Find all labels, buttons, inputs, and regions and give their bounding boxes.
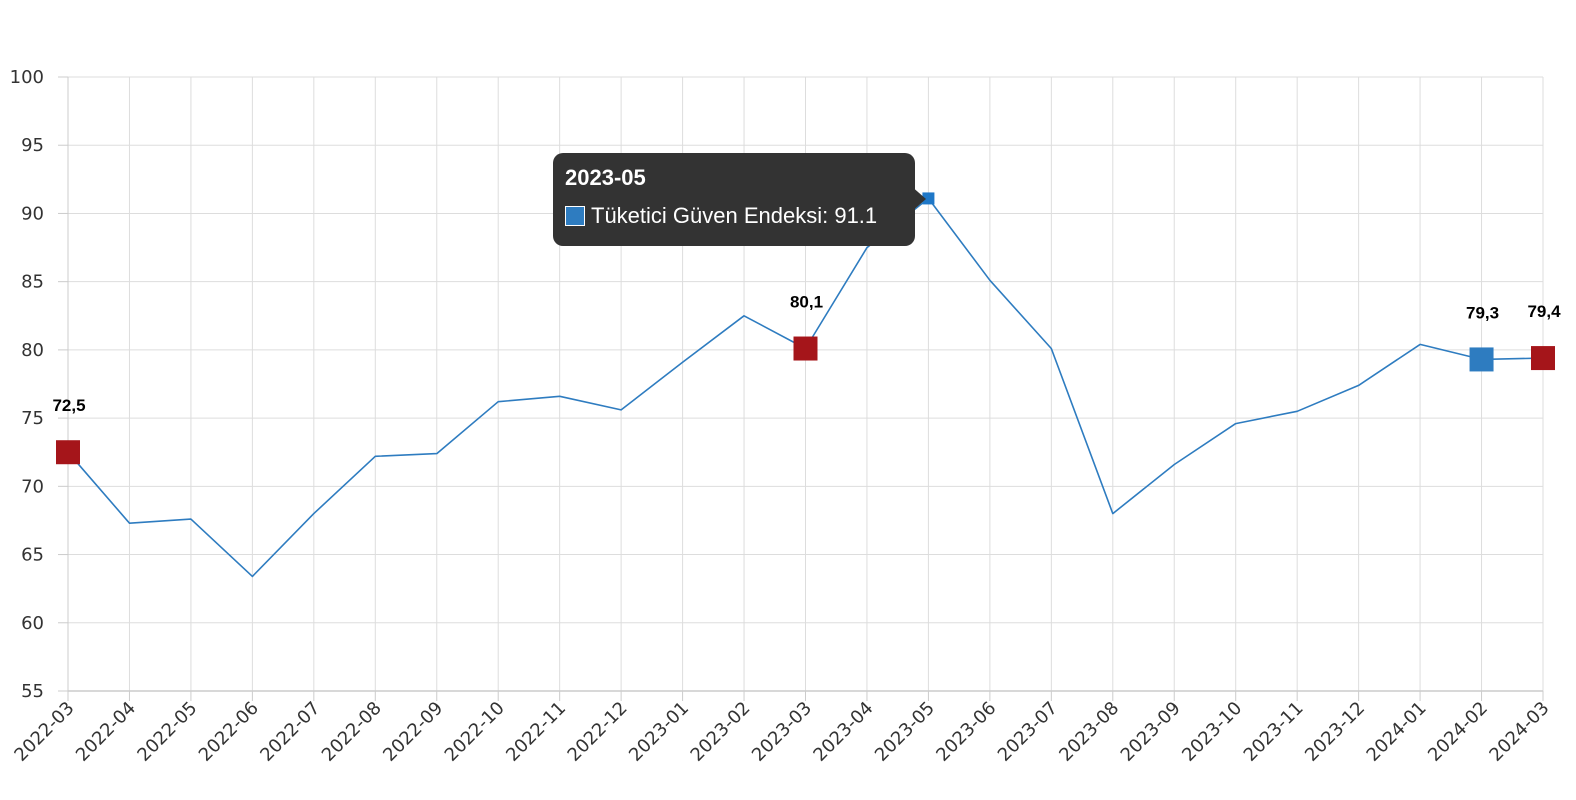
x-tick-label: 2022-05 [133,698,201,766]
data-label: 80,1 [790,293,823,312]
x-tick-label: 2023-12 [1301,698,1369,766]
x-tick-label: 2024-01 [1363,698,1431,766]
x-tick-label: 2023-02 [687,698,755,766]
x-tick-label: 2023-03 [748,698,816,766]
y-tick-label: 90 [21,203,44,224]
data-point-marker[interactable] [1469,347,1494,372]
tooltip-row: Tüketici Güven Endeksi: 91.1 [565,203,903,229]
markers [56,192,1555,465]
x-tick-label: 2022-12 [564,698,632,766]
y-tick-label: 60 [21,613,44,634]
x-tick-label: 2024-02 [1424,698,1492,766]
y-tick-label: 75 [21,408,44,429]
y-tick-label: 55 [21,681,44,702]
x-tick-label: 2022-09 [379,698,447,766]
x-tick-label: 2023-06 [932,698,1000,766]
data-label: 72,5 [52,396,85,415]
x-tick-label: 2023-01 [625,698,693,766]
x-tick-label: 2022-04 [72,698,140,766]
y-tick-label: 95 [21,135,44,156]
tooltip-title: 2023-05 [565,165,646,190]
x-tick-label: 2023-04 [809,698,877,766]
x-tick-label: 2023-10 [1178,698,1246,766]
x-tick-label: 2023-08 [1055,698,1123,766]
x-tick-label: 2022-06 [195,698,263,766]
x-tick-label: 2022-03 [10,698,78,766]
y-tick-label: 85 [21,272,44,293]
x-tick-label: 2023-09 [1117,698,1185,766]
grid [67,76,1544,692]
data-label: 79,3 [1466,303,1499,322]
y-tick-label: 70 [21,476,44,497]
x-tick-label: 2022-11 [502,698,570,766]
y-tick-label: 100 [10,67,44,88]
y-tick-label: 65 [21,545,44,566]
x-tick-label: 2024-03 [1485,698,1553,766]
x-tick-label: 2023-11 [1240,698,1308,766]
tooltip: 2023-05 Tüketici Güven Endeksi: 91.1 [553,153,915,246]
tooltip-text: Tüketici Güven Endeksi: 91.1 [591,203,878,228]
x-tick-label: 2022-08 [318,698,386,766]
y-tick-label: 80 [21,340,44,361]
data-point-marker[interactable] [56,440,80,465]
x-tick-label: 2023-07 [994,698,1062,766]
data-label: 79,4 [1527,302,1561,321]
data-point-marker[interactable] [793,336,818,361]
tooltip-series-swatch [565,206,585,226]
x-tick-label: 2022-10 [441,698,509,766]
data-point-marker[interactable] [1531,346,1555,371]
x-tick-label: 2022-07 [256,698,324,766]
x-tick-label: 2023-05 [871,698,939,766]
data-labels: 72,5 80,1 79,3 79,4 [52,293,1561,416]
